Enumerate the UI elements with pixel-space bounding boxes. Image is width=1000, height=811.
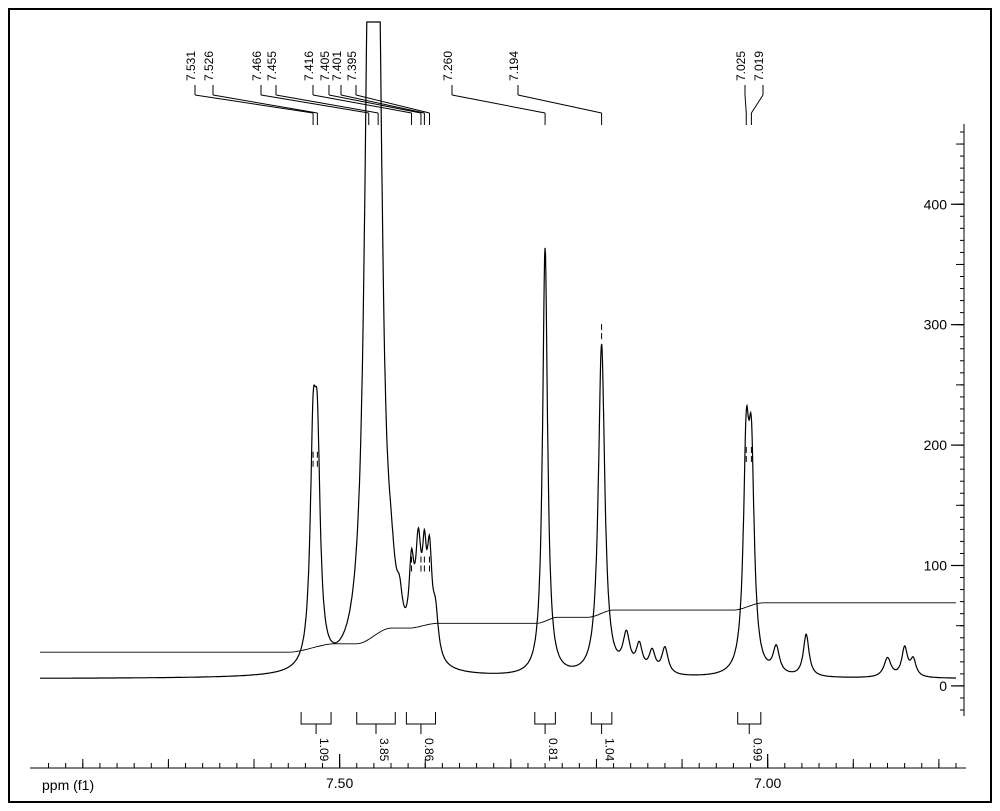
svg-text:1.09: 1.09 — [317, 738, 331, 762]
svg-text:7.025: 7.025 — [734, 51, 748, 81]
spectrum-frame: 7.50 7.00 ppm (f1) 0 100 200 300 400 7.531 7.526 7… — [8, 8, 992, 803]
svg-text:7.00: 7.00 — [754, 775, 781, 791]
svg-text:7.455: 7.455 — [265, 51, 279, 81]
svg-text:3.85: 3.85 — [377, 738, 391, 762]
svg-text:7.260: 7.260 — [441, 51, 455, 81]
svg-text:0.81: 0.81 — [546, 738, 560, 762]
svg-text:7.416: 7.416 — [302, 51, 316, 81]
svg-text:7.50: 7.50 — [326, 775, 353, 791]
svg-text:0.99: 0.99 — [750, 738, 764, 762]
svg-text:300: 300 — [924, 317, 948, 333]
svg-text:1.04: 1.04 — [603, 738, 617, 762]
svg-text:7.019: 7.019 — [752, 51, 766, 81]
svg-text:7.401: 7.401 — [330, 51, 344, 81]
svg-text:ppm (f1): ppm (f1) — [42, 777, 94, 793]
svg-text:7.395: 7.395 — [345, 51, 359, 81]
svg-text:100: 100 — [924, 558, 948, 574]
svg-text:0: 0 — [939, 678, 947, 694]
svg-text:200: 200 — [924, 437, 948, 453]
svg-text:7.531: 7.531 — [184, 51, 198, 81]
nmr-spectrum-svg: 7.50 7.00 ppm (f1) 0 100 200 300 400 7.531 7.526 7… — [10, 10, 990, 801]
svg-text:7.526: 7.526 — [202, 51, 216, 81]
svg-text:0.86: 0.86 — [422, 738, 436, 762]
svg-text:400: 400 — [924, 196, 948, 212]
svg-text:7.194: 7.194 — [507, 51, 521, 81]
svg-text:7.466: 7.466 — [250, 51, 264, 81]
